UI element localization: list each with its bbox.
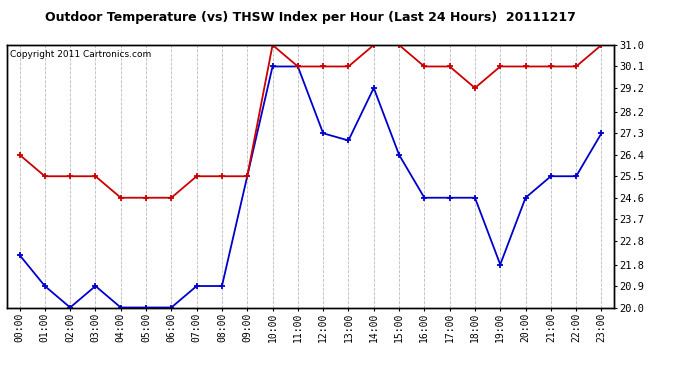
- Text: Copyright 2011 Cartronics.com: Copyright 2011 Cartronics.com: [10, 50, 151, 59]
- Text: Outdoor Temperature (vs) THSW Index per Hour (Last 24 Hours)  20111217: Outdoor Temperature (vs) THSW Index per …: [45, 11, 576, 24]
